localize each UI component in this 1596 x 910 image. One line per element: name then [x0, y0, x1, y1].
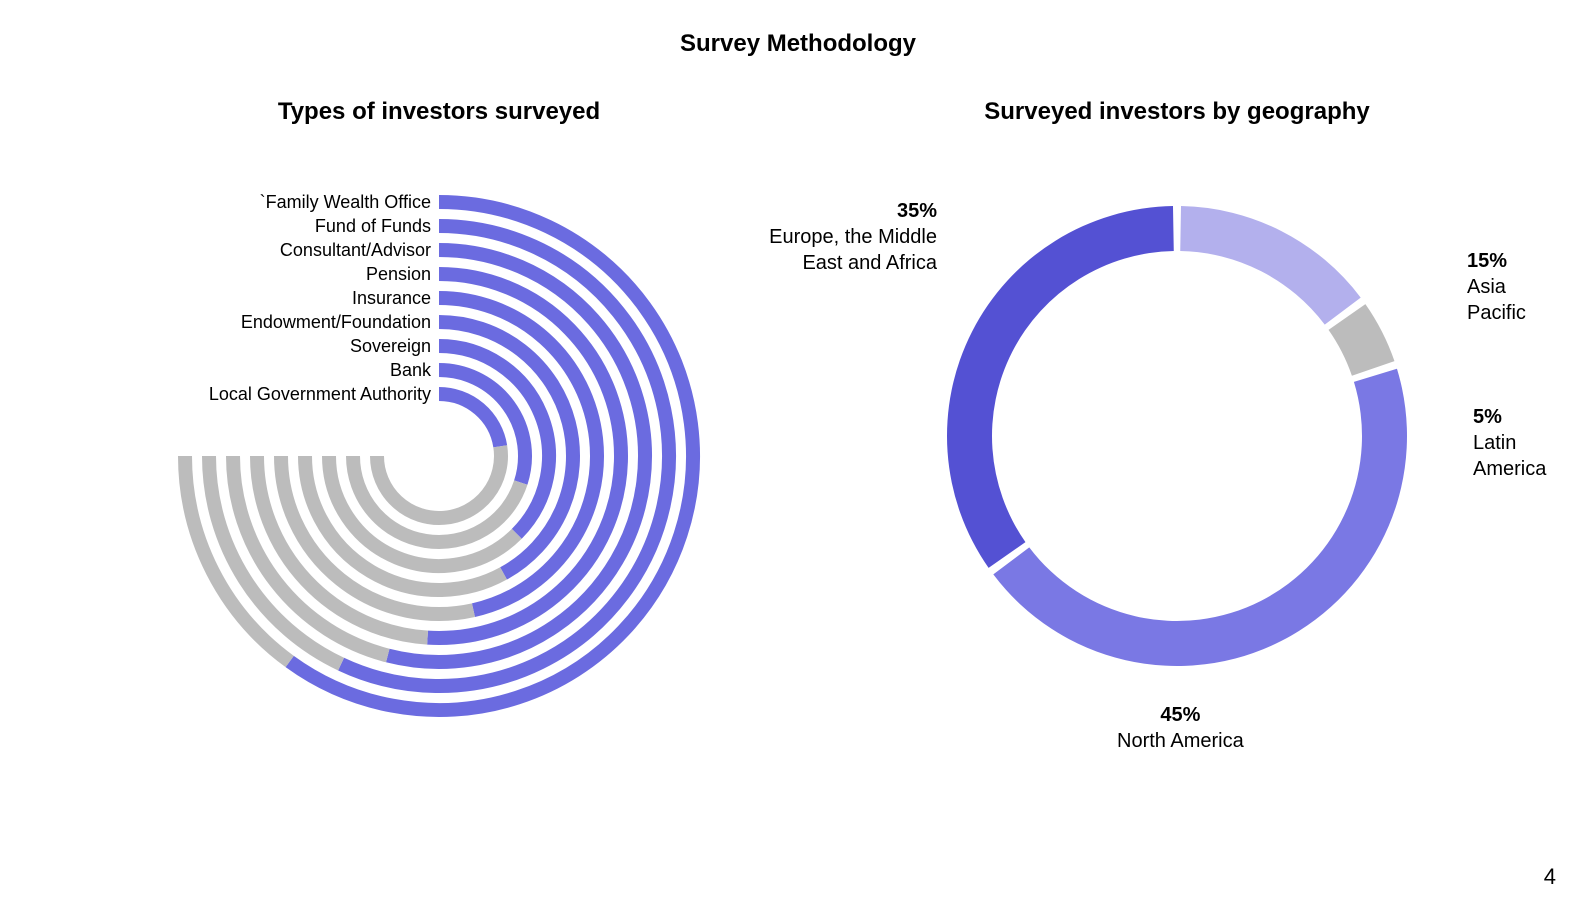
donut-chart-block: Surveyed investors by geography 15%Asia … [897, 98, 1457, 716]
donut-slice [1329, 304, 1395, 376]
donut-chart-title: Surveyed investors by geography [984, 98, 1369, 126]
charts-row: Types of investors surveyed `Family Weal… [0, 98, 1596, 761]
donut-slice [947, 206, 1174, 568]
radial-label: `Family Wealth Office [260, 193, 431, 211]
radial-arc-value [439, 394, 500, 446]
radial-chart-wrap: `Family Wealth Office Fund of Funds Consul… [139, 156, 739, 761]
donut-slice [993, 369, 1407, 666]
donut-label: 5%LatinAmerica [1473, 404, 1546, 482]
page-title: Survey Methodology [0, 30, 1596, 58]
radial-label: Sovereign [350, 337, 431, 355]
radial-label: Insurance [352, 289, 431, 307]
radial-chart-svg [139, 156, 739, 756]
radial-chart-title: Types of investors surveyed [278, 98, 600, 126]
radial-label: Fund of Funds [315, 217, 431, 235]
donut-chart-svg [897, 156, 1457, 716]
page-number: 4 [1544, 864, 1556, 890]
radial-arc-value [439, 370, 525, 483]
radial-chart-block: Types of investors surveyed `Family Weal… [139, 98, 739, 761]
donut-label: 35%Europe, the MiddleEast and Africa [767, 198, 937, 276]
radial-label: Bank [390, 361, 431, 379]
radial-label: Endowment/Foundation [241, 313, 431, 331]
radial-label: Pension [366, 265, 431, 283]
donut-label: 15%Asia Pacific [1467, 248, 1526, 326]
radial-arc-track [377, 446, 501, 518]
donut-slice [1180, 206, 1360, 325]
radial-label: Local Government Authority [209, 385, 431, 403]
radial-label: Consultant/Advisor [280, 241, 431, 259]
donut-label: 45%North America [1117, 702, 1244, 754]
donut-chart-wrap: 15%Asia Pacific5%LatinAmerica45%North Am… [897, 156, 1457, 716]
